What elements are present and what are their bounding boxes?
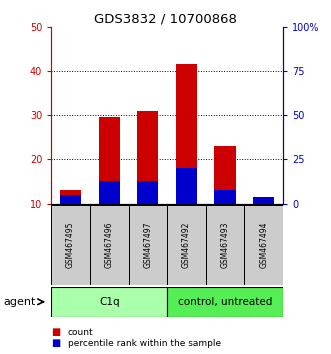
Text: GSM467495: GSM467495	[66, 222, 75, 268]
Text: agent: agent	[3, 297, 36, 307]
Text: GSM467497: GSM467497	[143, 222, 152, 268]
Bar	[51, 205, 90, 285]
Text: GSM467494: GSM467494	[259, 222, 268, 268]
Bar	[60, 190, 81, 204]
Bar	[137, 110, 159, 204]
Bar	[90, 205, 128, 285]
Bar	[167, 287, 283, 317]
Text: control, untreated: control, untreated	[178, 297, 272, 307]
Bar	[214, 146, 236, 204]
Bar	[60, 195, 81, 204]
Text: percentile rank within the sample: percentile rank within the sample	[68, 339, 221, 348]
Text: ■: ■	[51, 338, 61, 348]
Bar	[206, 205, 244, 285]
Bar	[176, 64, 197, 204]
Bar	[176, 168, 197, 204]
Bar	[51, 287, 167, 317]
Text: GSM467493: GSM467493	[220, 222, 230, 268]
Text: ■: ■	[51, 327, 61, 337]
Text: count: count	[68, 327, 93, 337]
Bar	[128, 205, 167, 285]
Text: C1q: C1q	[99, 297, 119, 307]
Text: GSM467492: GSM467492	[182, 222, 191, 268]
Bar	[244, 205, 283, 285]
Bar	[99, 117, 120, 204]
Bar	[253, 197, 274, 204]
Bar	[99, 181, 120, 204]
Bar	[253, 199, 274, 204]
Text: GSM467496: GSM467496	[105, 222, 114, 268]
Bar	[137, 181, 159, 204]
Bar	[167, 205, 206, 285]
Text: GDS3832 / 10700868: GDS3832 / 10700868	[94, 13, 237, 26]
Bar	[214, 190, 236, 204]
